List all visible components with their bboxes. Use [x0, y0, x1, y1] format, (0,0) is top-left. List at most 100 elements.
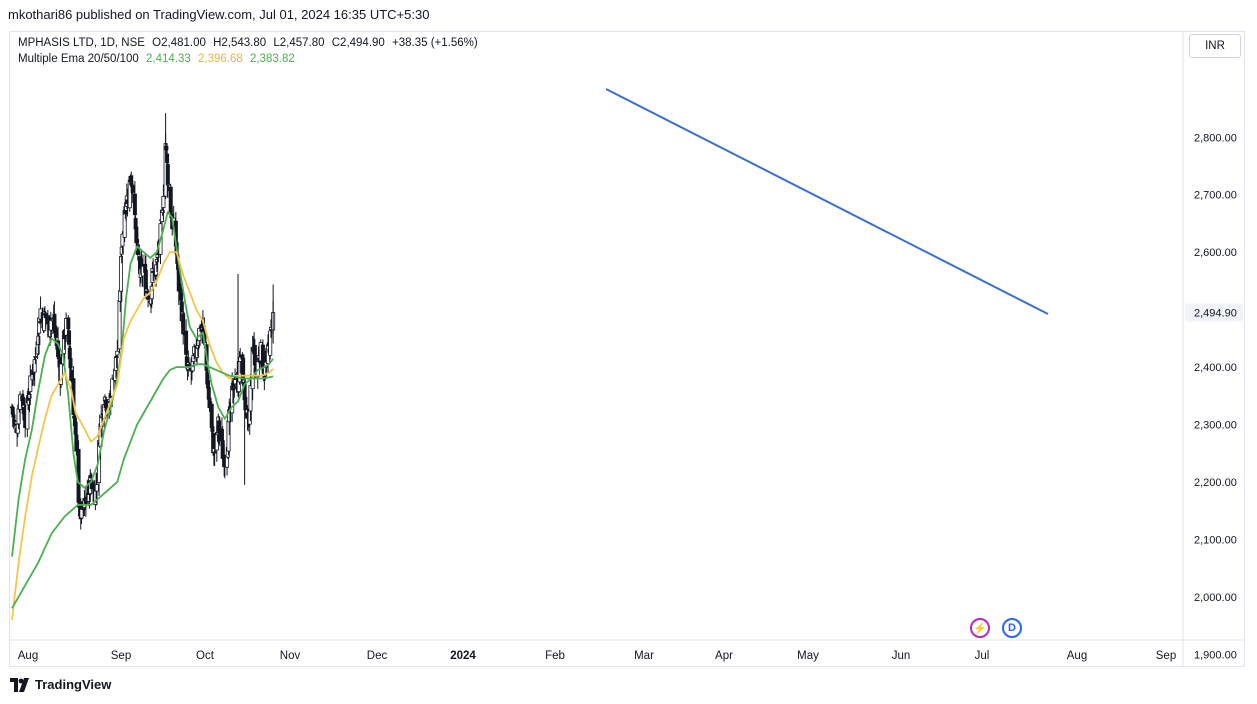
candle-body [115, 350, 120, 356]
lightning-icon[interactable]: ⚡ [970, 618, 990, 638]
candle-body [69, 369, 74, 381]
tradingview-logo[interactable]: TradingView [10, 677, 111, 692]
publisher-text: mkothari86 published on TradingView.com,… [8, 7, 430, 22]
y-tick-label: 2,200.00 [1194, 477, 1237, 489]
trendline[interactable] [605, 88, 1049, 315]
x-tick-label: Jul [975, 650, 990, 662]
candle-body [181, 313, 186, 335]
x-tick-label: Feb [545, 650, 565, 662]
x-tick-label: Apr [715, 650, 733, 662]
candle-body [59, 363, 64, 385]
candle-body [81, 508, 86, 511]
open-value: O2,481.00 [152, 37, 206, 49]
trendline-layer[interactable] [605, 88, 1049, 315]
candle-body [155, 254, 160, 258]
candle-body [114, 356, 119, 358]
candles [9, 113, 276, 530]
close-value: C2,494.90 [331, 37, 385, 49]
y-tick-label: 2,300.00 [1194, 420, 1237, 432]
dividend-icon[interactable]: D [1002, 618, 1022, 638]
ohlc-row: MPHASIS LTD, 1D, NSE O2,481.00 H2,543.80… [18, 35, 478, 51]
candle-body [154, 264, 159, 276]
y-tick-label: 2,000.00 [1194, 592, 1237, 604]
ema50-value: 2,396.68 [198, 53, 243, 65]
last-price-tag-layer: 2,494.90 [1185, 303, 1243, 322]
candle-body [10, 407, 15, 415]
candle-body [184, 330, 189, 355]
candle-body [26, 399, 31, 406]
candle-body [210, 426, 215, 432]
candle-body [67, 330, 72, 345]
candle-body [89, 482, 94, 490]
candle-body [33, 356, 38, 358]
candle-body [74, 434, 79, 452]
candle-body [79, 508, 84, 519]
ema20-value: 2,414.33 [146, 53, 191, 65]
tradingview-icon [10, 677, 29, 692]
candle-body [243, 396, 248, 411]
candle-body [146, 295, 151, 300]
x-tick-label: Nov [280, 650, 301, 662]
candle-body [32, 359, 37, 373]
y-tick-label: 2,100.00 [1194, 534, 1237, 546]
candle-body [248, 385, 253, 412]
brand-name: TradingView [35, 677, 112, 692]
candle-body [160, 209, 165, 213]
x-tick-label: Mar [634, 650, 654, 662]
high-value: H2,543.80 [213, 37, 267, 49]
ema-row: Multiple Ema 20/50/100 2,414.33 2,396.68… [18, 51, 478, 67]
ema-lines [11, 211, 274, 620]
last-price-label: 2,494.90 [1194, 308, 1237, 320]
candle-body [94, 484, 99, 492]
candle-body [135, 238, 140, 244]
x-tick-label: Oct [196, 650, 215, 662]
x-tick-label: Sep [111, 650, 131, 662]
ema-line-ema100 [11, 363, 274, 609]
last-price-tag [1185, 303, 1243, 322]
ema-line-ema20 [11, 211, 274, 557]
low-value: L2,457.80 [273, 37, 325, 49]
publish-header: mkothari86 published on TradingView.com,… [0, 0, 1257, 30]
candle-body [145, 290, 150, 294]
symbol-label[interactable]: MPHASIS LTD, 1D, NSE [18, 37, 145, 49]
x-tick-label: 2024 [450, 650, 476, 662]
candle-body [212, 451, 217, 454]
chart-pane[interactable] [9, 31, 1245, 667]
y-tick-label: 1,900.00 [1194, 649, 1237, 661]
candle-body [166, 183, 171, 186]
chart-legend: MPHASIS LTD, 1D, NSE O2,481.00 H2,543.80… [18, 35, 478, 67]
candle-body [15, 423, 20, 434]
candle-body [73, 421, 78, 435]
candle-body [120, 233, 125, 247]
candle-body [68, 358, 73, 369]
candle-body [268, 330, 273, 356]
y-tick-label: 2,800.00 [1194, 132, 1237, 144]
x-tick-label: Aug [1067, 650, 1087, 662]
ema-indicator-label[interactable]: Multiple Ema 20/50/100 [18, 53, 139, 65]
candle-body [48, 319, 53, 331]
candle-body [132, 193, 137, 216]
axes: 1,900.00 2,000.00 2,100.00 2,200.00 2,300.00… [9, 31, 1245, 667]
ema100-value: 2,383.82 [249, 53, 295, 65]
candle-body [252, 344, 257, 366]
candle-body [191, 355, 196, 363]
y-tick-label: 2,600.00 [1194, 247, 1237, 259]
x-tick-label: Jun [892, 650, 911, 662]
x-tick-label: May [797, 650, 819, 662]
currency-button[interactable]: INR [1189, 34, 1241, 58]
candle-body [207, 397, 212, 409]
candle-body [130, 185, 135, 193]
candle-body [12, 420, 17, 422]
candle-body [66, 317, 71, 330]
candle-body [118, 256, 123, 292]
candle-body [37, 321, 42, 324]
candle-body [119, 246, 124, 255]
candle-body [53, 328, 58, 338]
x-tick-label: Aug [18, 650, 38, 662]
candle-body [232, 386, 237, 389]
x-tick-label: Sep [1156, 650, 1176, 662]
candle-body [164, 145, 169, 151]
y-tick-label: 2,400.00 [1194, 362, 1237, 374]
candle-body [28, 375, 33, 393]
